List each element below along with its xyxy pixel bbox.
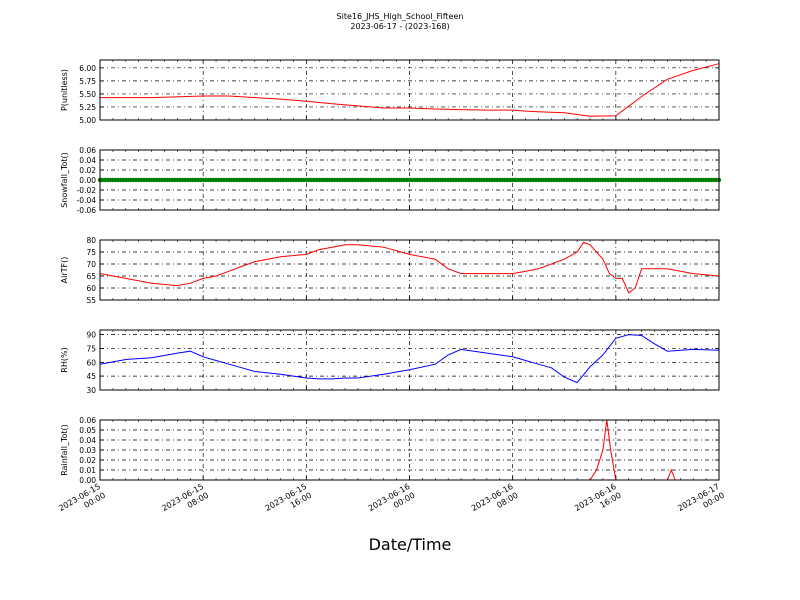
y-tick-label: 0.03 — [79, 446, 96, 455]
y-tick-label: 0.02 — [79, 166, 96, 175]
series-markers — [97, 177, 722, 183]
y-tick-label: 60 — [86, 284, 96, 293]
y-axis-label: P(unitless) — [60, 69, 69, 111]
series-line — [100, 419, 719, 481]
y-axis-label: RH(%) — [60, 347, 69, 372]
y-tick-label: 6.00 — [79, 64, 96, 73]
plot-frame — [99, 329, 720, 391]
y-tick-label: 90 — [86, 331, 96, 340]
y-tick-label: 55 — [86, 296, 96, 305]
x-axis-label: Date/Time — [369, 535, 452, 554]
y-tick-label: -0.06 — [77, 206, 97, 215]
y-axis-label: AirTF() — [60, 257, 69, 284]
y-tick-label: 5.75 — [79, 77, 96, 86]
y-tick-label: 5.00 — [79, 116, 96, 125]
y-tick-label: 30 — [86, 386, 96, 395]
series-line — [99, 241, 720, 294]
y-tick-label: 0.06 — [79, 146, 96, 155]
plot-frame — [99, 419, 720, 481]
y-tick-label: 5.25 — [79, 103, 96, 112]
y-tick-label: 80 — [86, 236, 96, 245]
plot-frame — [99, 59, 720, 121]
y-tick-label: 0.02 — [79, 456, 96, 465]
y-axis-label: Snowfall_Tot() — [60, 152, 69, 208]
panel-1: 5.00 5.25 5.50 5.75 6.00 P(unitless) — [60, 59, 720, 125]
y-tick-label: 65 — [86, 272, 96, 281]
panel-4: 30 45 60 75 90 RH(%) — [60, 329, 720, 395]
y-tick-label: 0.05 — [79, 426, 96, 435]
y-tick-label: 0.00 — [79, 176, 96, 185]
plot-frame — [99, 239, 720, 301]
y-tick-label: 0.06 — [79, 416, 96, 425]
figure-subtitle: 2023-06-17 - (2023-168) — [350, 22, 449, 31]
y-tick-label: 0.04 — [79, 436, 96, 445]
y-tick-label: 75 — [86, 344, 96, 353]
y-tick-label: 0.01 — [79, 466, 96, 475]
y-tick-label: 60 — [86, 358, 96, 367]
y-tick-label: 5.50 — [79, 90, 96, 99]
y-tick-label: -0.02 — [77, 186, 97, 195]
y-tick-label: 45 — [86, 372, 96, 381]
chart-panels: 5.005.255.505.756.00P(unitless)-0.06-0.0… — [60, 59, 722, 485]
series-line — [99, 334, 720, 384]
y-tick-label: 75 — [86, 248, 96, 257]
figure-title: Site16_JHS_High_School_Fifteen — [337, 12, 464, 21]
y-tick-label: -0.04 — [77, 196, 97, 205]
plot-frame — [99, 149, 720, 211]
panel-5: 0.000.010.020.030.040.050.06 Rainfall_Tot… — [60, 416, 720, 485]
y-tick-label: 0.04 — [79, 156, 96, 165]
y-tick-label: 70 — [86, 260, 96, 269]
panel-3: 55 60 65 70 75 80 AirTF() — [60, 236, 720, 305]
series-line — [100, 63, 720, 117]
y-tick-label: 0.00 — [79, 476, 96, 485]
panel-2: -0.06-0.04-0.020.000.020.040.06 Snowfall_… — [60, 146, 722, 215]
y-axis-label: Rainfall_Tot() — [60, 424, 69, 476]
